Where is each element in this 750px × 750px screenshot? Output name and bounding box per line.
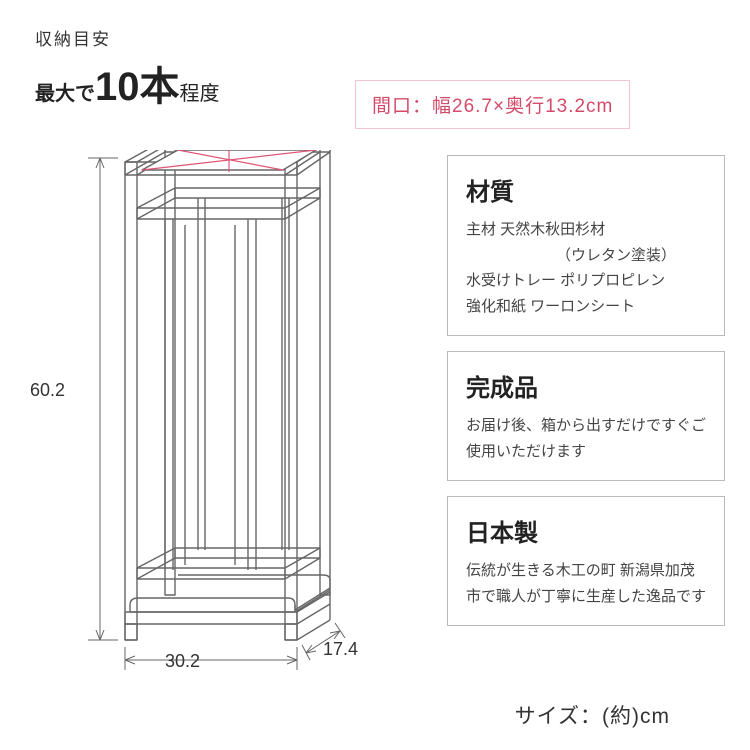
storage-capacity-value: 最大で10本程度 (35, 54, 220, 112)
material-line3: 強化和紙 ワーロンシート (466, 294, 706, 320)
info-panel: 材質 主材 天然木秋田杉材 （ウレタン塗装） 水受けトレー ポリプロピレン 強化… (447, 155, 725, 641)
storage-capacity-label: 収納目安 (35, 25, 220, 50)
capacity-number: 10 (95, 65, 140, 109)
dimension-width: 30.2 (165, 651, 200, 672)
complete-title: 完成品 (466, 368, 706, 403)
dimension-height: 60.2 (30, 380, 65, 401)
capacity-prefix: 最大で (35, 83, 95, 105)
material-line1: 主材 天然木秋田杉材 (466, 217, 706, 243)
material-box: 材質 主材 天然木秋田杉材 （ウレタン塗装） 水受けトレー ポリプロピレン 強化… (447, 155, 725, 336)
japan-box: 日本製 伝統が生きる木工の町 新潟県加茂市で職人が丁寧に生産した逸品です (447, 496, 725, 626)
japan-body: 伝統が生きる木工の町 新潟県加茂市で職人が丁寧に生産した逸品です (466, 558, 706, 609)
complete-box: 完成品 お届け後、箱から出すだけですぐご使用いただけます (447, 351, 725, 481)
capacity-unit: 本 (140, 65, 180, 109)
material-body: 主材 天然木秋田杉材 （ウレタン塗装） 水受けトレー ポリプロピレン 強化和紙 … (466, 217, 706, 319)
material-title: 材質 (466, 172, 706, 207)
dimension-depth: 17.4 (323, 639, 358, 660)
opening-dimensions: 間口：幅26.7×奥行13.2cm (355, 80, 630, 129)
material-line1b: （ウレタン塗装） (466, 243, 706, 269)
product-diagram: 60.2 30.2 17.4 (30, 150, 410, 680)
capacity-suffix: 程度 (180, 83, 220, 105)
complete-body: お届け後、箱から出すだけですぐご使用いただけます (466, 413, 706, 464)
size-note: サイズ：(約)cm (515, 700, 670, 730)
japan-title: 日本製 (466, 513, 706, 548)
material-line2: 水受けトレー ポリプロピレン (466, 268, 706, 294)
